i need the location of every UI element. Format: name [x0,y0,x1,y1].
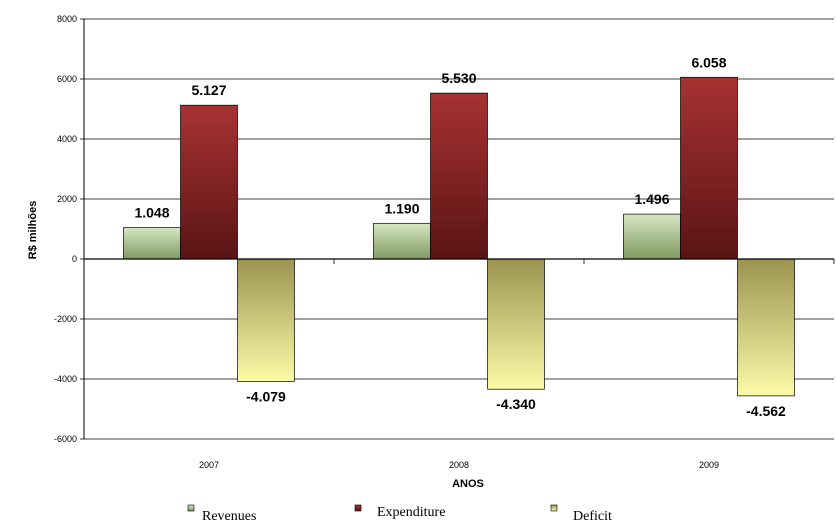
data-label: 5.127 [191,82,226,98]
data-label: -4.340 [496,396,536,412]
bar-deficit-2007 [237,258,295,382]
legend-label: Revenues [202,509,256,524]
y-tick-label: 0 [72,254,77,264]
data-label: -4.079 [246,388,286,404]
data-label: 1.496 [634,191,669,207]
y-tick-label: 4000 [57,134,77,144]
data-label: 1.190 [384,200,419,216]
bar-expenditure-2009 [680,76,738,260]
y-tick-label: 8000 [57,14,77,24]
legend-swatch [550,504,558,512]
legend-label: Expenditure [377,505,445,520]
y-tick-label: 6000 [57,74,77,84]
data-label: 5.530 [441,70,476,86]
data-label: 6.058 [691,54,726,70]
x-axis-title: ANOS [452,478,484,490]
bar-expenditure-2008 [430,92,488,260]
y-tick-label: -2000 [54,314,77,324]
legend-swatch [354,504,362,512]
y-tick-label: -6000 [54,434,77,444]
y-axis-title: R$ milhões [27,201,39,260]
bar-deficit-2008 [487,258,545,390]
y-axis-ticks: 8000 6000 4000 2000 0 -2000 -4000 -6000 [54,14,84,444]
bar-revenues-2007 [123,227,181,260]
data-label: -4.562 [746,403,786,419]
y-tick-label: 2000 [57,194,77,204]
bars [123,76,795,397]
x-tick-label: 2008 [449,460,469,470]
axes [83,19,835,439]
legend: Revenues Expenditure Deficit [187,504,612,524]
data-labels: 1.048 5.127 -4.079 1.190 5.530 -4.340 1.496 6.0… [134,54,786,419]
y-tick-label: -4000 [54,374,77,384]
bar-revenues-2008 [373,222,431,260]
bar-expenditure-2007 [180,104,238,260]
x-tick-label: 2009 [699,460,719,470]
data-label: 1.048 [134,205,169,221]
bar-revenues-2009 [623,213,681,260]
x-axis-ticks: 2007 2008 2009 [199,460,719,470]
legend-swatch [187,504,195,512]
x-tick-label: 2007 [199,460,219,470]
legend-label: Deficit [573,509,612,524]
bar-deficit-2009 [737,258,795,397]
